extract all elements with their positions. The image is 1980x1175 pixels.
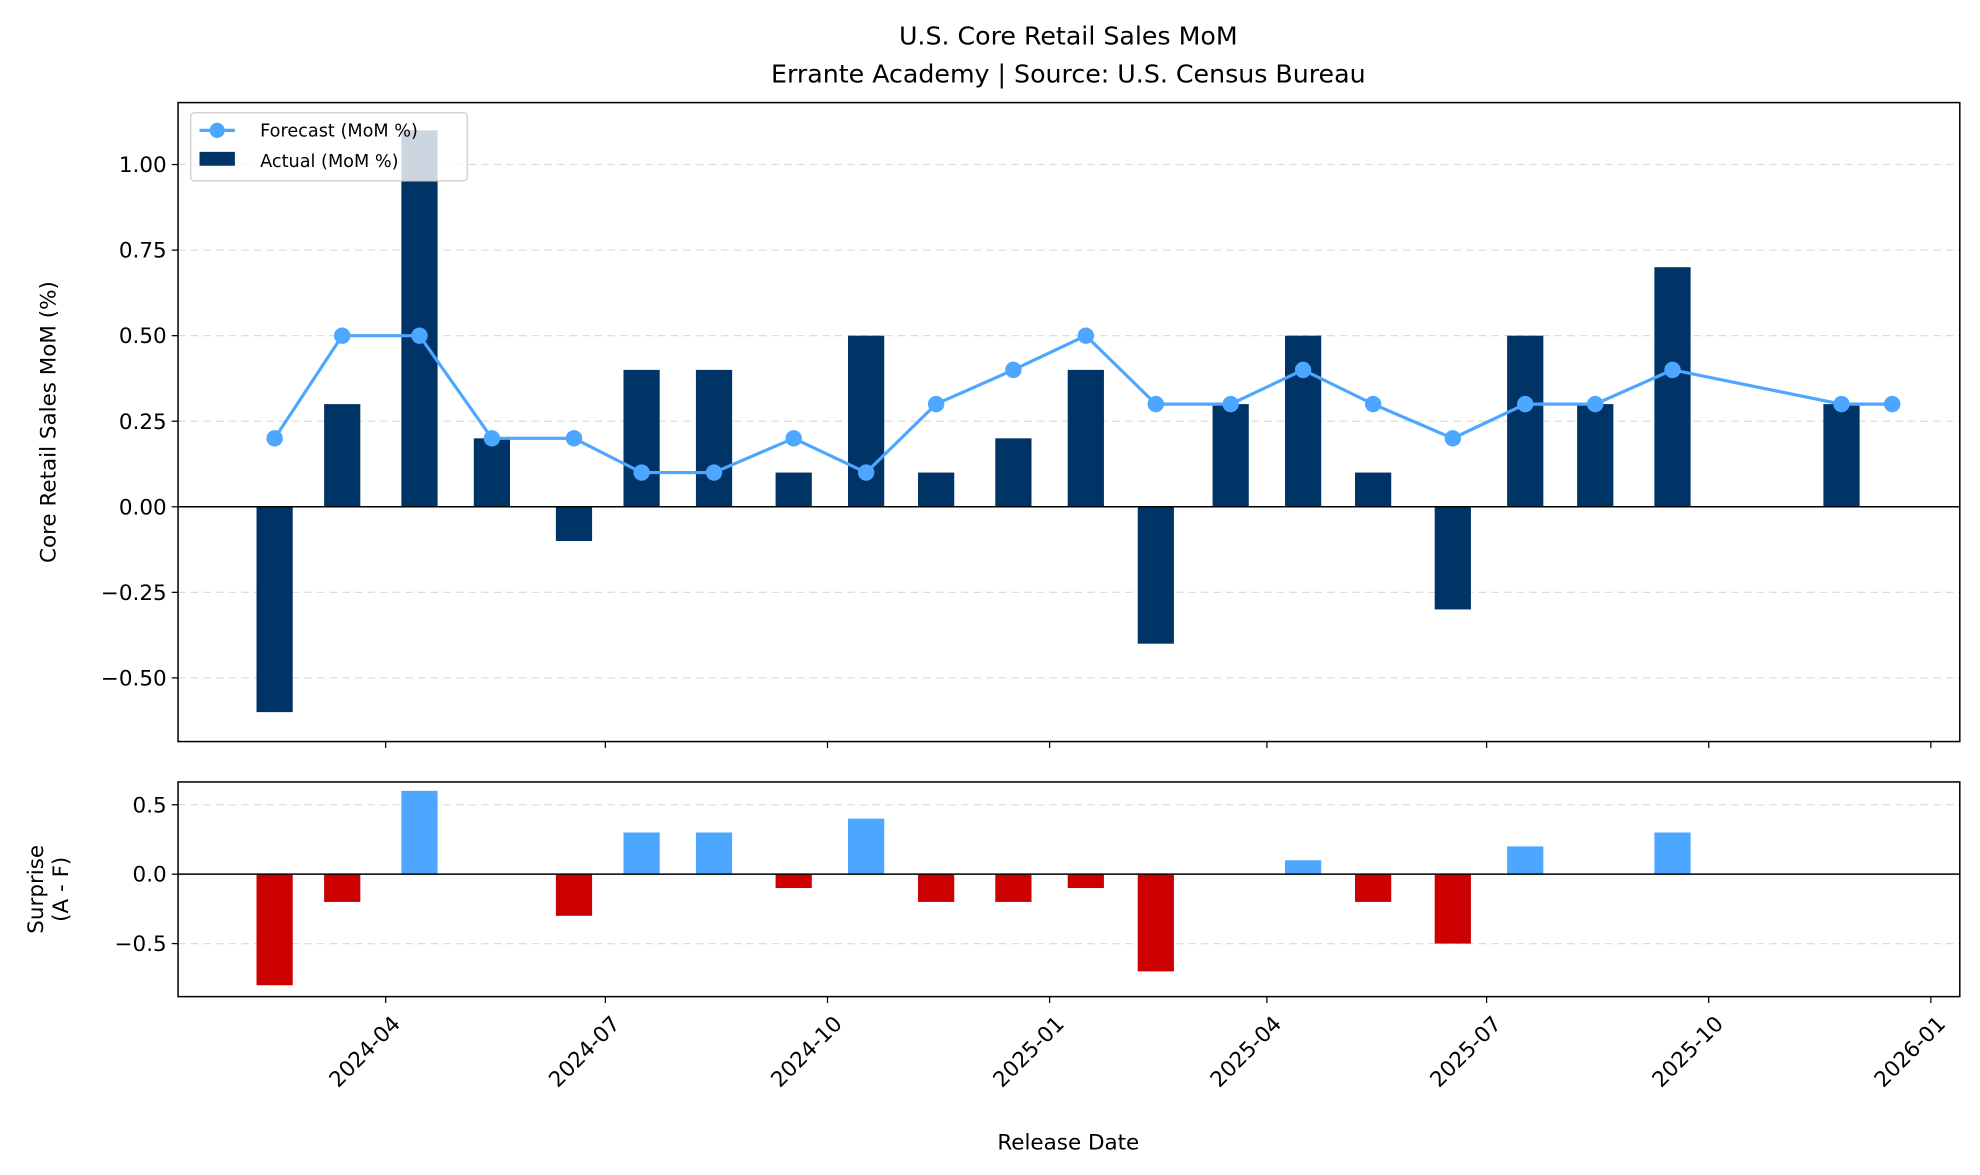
surprise-bar (1137, 874, 1174, 972)
actual-bar (1067, 369, 1104, 507)
main-y-tick-label: −0.50 (101, 666, 167, 691)
surprise-bar (256, 874, 293, 986)
forecast-point (633, 464, 650, 481)
legend-frame (190, 112, 468, 182)
actual-bar (848, 335, 885, 507)
actual-bar (775, 472, 812, 507)
forecast-point (1517, 395, 1534, 413)
main-y-tick-label: −0.25 (101, 581, 167, 606)
surprise-bar (623, 832, 660, 875)
actual-bar (1823, 404, 1860, 507)
actual-bar (623, 369, 660, 507)
surprise-bar (775, 874, 812, 889)
forecast-point (1077, 327, 1095, 344)
surprise-y-tick-label: 0.5 (133, 793, 167, 818)
forecast-point (266, 430, 283, 447)
main-y-tick-label: 0.00 (119, 495, 167, 520)
legend: Forecast (MoM %) Actual (MoM %) (190, 112, 468, 182)
actual-bar (555, 506, 593, 542)
main-plot: −0.50 −0.25 0.00 0.25 0.50 0.75 1.00 (101, 101, 1961, 748)
main-y-axis-label: Core Retail Sales MoM (%) (37, 281, 62, 563)
surprise-bar (324, 874, 361, 902)
legend-actual-swatch (199, 151, 235, 166)
legend-actual-label: Actual (MoM %) (260, 152, 398, 172)
surprise-bar (1355, 874, 1392, 902)
legend-forecast-label: Forecast (MoM %) (260, 122, 418, 142)
forecast-point (1005, 361, 1022, 379)
forecast-point (483, 430, 501, 447)
forecast-point (1222, 395, 1239, 413)
surprise-bar (695, 832, 733, 875)
forecast-point (927, 395, 945, 413)
actual-bar (695, 369, 733, 507)
surprise-bar (401, 790, 438, 875)
forecast-line (273, 333, 1893, 475)
actual-bar (324, 404, 361, 507)
surprise-y-axis-label-line1: Surprise (24, 845, 49, 934)
surprise-bar (848, 818, 885, 875)
surprise-plot-frame (177, 781, 1961, 998)
forecast-point (1883, 395, 1901, 413)
x-tick-label: 2024-10 (766, 1012, 847, 1093)
main-y-tick-label: 1.00 (119, 153, 167, 178)
actual-bar (918, 472, 955, 507)
surprise-bar (1285, 860, 1322, 875)
main-y-tick-label: 0.25 (119, 410, 167, 435)
forecast-point (857, 464, 875, 481)
actual-bar (1654, 267, 1691, 507)
forecast-point (1294, 361, 1312, 379)
forecast-point (1364, 395, 1382, 413)
surprise-y-tick-label: 0.0 (133, 863, 167, 888)
actual-bar (1577, 404, 1614, 507)
chart-title: U.S. Core Retail Sales MoM (899, 22, 1238, 51)
forecast-point (1444, 430, 1462, 447)
forecast-point (1587, 395, 1604, 413)
actual-bar (1137, 506, 1174, 644)
x-tick-label: 2025-07 (1426, 1012, 1507, 1093)
surprise-bar (555, 874, 593, 916)
forecast-point (705, 464, 723, 481)
x-tick-label: 2024-07 (544, 1012, 625, 1093)
actual-bar (473, 438, 511, 507)
surprise-bar (1654, 832, 1691, 875)
actual-bar (1355, 472, 1392, 507)
forecast-point (565, 430, 583, 447)
x-tick-label: 2025-10 (1648, 1012, 1729, 1093)
surprise-y-axis-label-line2: (A - F) (49, 857, 74, 922)
legend-forecast-marker (209, 122, 225, 138)
surprise-plot: −0.5 0.0 0.5 2024-04 2024-07 2024-10 2025-01 20… (115, 781, 1961, 1093)
actual-bar (256, 506, 293, 713)
actual-bar (1434, 506, 1471, 610)
x-tick-label: 2024-04 (325, 1012, 406, 1093)
surprise-bar (918, 874, 955, 902)
surprise-y-tick-label: −0.5 (115, 932, 167, 957)
forecast-point (1833, 395, 1850, 413)
x-tick-label: 2026-01 (1870, 1012, 1951, 1093)
actual-bar (401, 130, 438, 507)
forecast-point (1147, 395, 1165, 413)
main-plot-frame (177, 101, 1961, 743)
forecast-point (785, 430, 802, 447)
forecast-point (1664, 361, 1681, 379)
x-axis-label: Release Date (997, 1130, 1139, 1155)
main-y-tick-label: 0.75 (119, 239, 167, 264)
actual-bar (1507, 335, 1544, 507)
surprise-bar (1507, 846, 1544, 875)
surprise-bar (1434, 874, 1471, 944)
forecast-point (334, 327, 351, 344)
x-tick-label: 2025-01 (989, 1012, 1070, 1093)
surprise-bar (995, 874, 1032, 902)
actual-bar (1285, 335, 1322, 507)
x-tick-label: 2025-04 (1206, 1012, 1287, 1093)
forecast-point (411, 327, 428, 344)
chart-subtitle: Errante Academy | Source: U.S. Census Bu… (771, 59, 1366, 88)
main-y-tick-label: 0.50 (119, 324, 167, 349)
actual-bar (1212, 404, 1249, 507)
surprise-bar (1067, 874, 1104, 889)
actual-bar (995, 438, 1032, 507)
